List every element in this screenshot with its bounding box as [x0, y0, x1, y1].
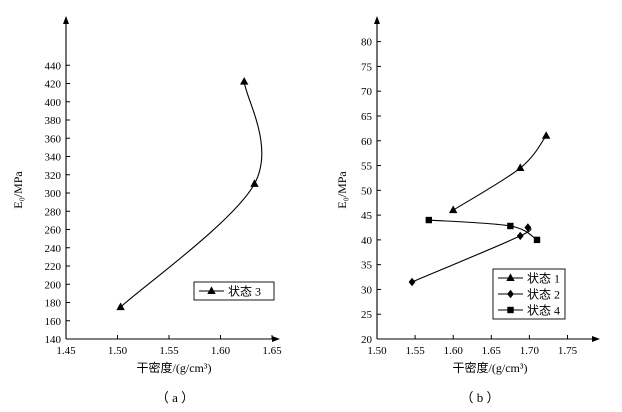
panel-b-y-axis-title: E₀/MPa	[335, 171, 349, 209]
panel-b-legend-marker	[507, 306, 514, 314]
panel-b-series-2-point	[516, 231, 524, 241]
panel-b-y-tick-label: 40	[361, 235, 373, 247]
panel-b-y-axis-arrow	[374, 16, 380, 24]
panel-b-legend-label: 状态 4	[527, 304, 560, 318]
panel-a-y-tick-label: 200	[45, 279, 62, 291]
panel-a-y-tick-label: 160	[45, 316, 62, 328]
panel-b-x-tick-label: 1.60	[444, 345, 464, 357]
panel-a-y-axis-arrow	[63, 16, 69, 24]
panel-b-legend-marker	[507, 289, 514, 299]
panel-b-series-2-point	[524, 223, 532, 232]
panel-b-legend-label: 状态 2	[527, 288, 560, 302]
panel-b-x-tick-label: 1.70	[520, 345, 540, 357]
panel-b-x-tick-label: 1.65	[482, 345, 502, 357]
panel-a-y-tick-label: 140	[45, 334, 62, 346]
panel-b-x-tick-label: 1.50	[367, 345, 387, 357]
panel-a-y-tick-label: 180	[45, 298, 62, 310]
panel-a-x-tick-label: 1.60	[211, 345, 231, 357]
panel-b-y-tick-label: 60	[361, 136, 373, 148]
panel-a-y-tick-label: 300	[45, 188, 62, 200]
panel-b-y-tick-label: 20	[361, 334, 373, 346]
panel-a-y-tick-label: 240	[45, 243, 62, 255]
panel-b-series-1-point	[449, 205, 458, 214]
panel-b-series-3-point	[533, 236, 541, 244]
panel-b-x-axis-arrow	[592, 336, 600, 342]
panel-a-x-tick-label: 1.50	[108, 345, 128, 357]
panel-a-y-tick-label: 440	[45, 60, 62, 72]
panel-b-series-3-point	[425, 216, 433, 224]
panel-b-x-axis-title: 干密度/(g/cm³)	[453, 360, 528, 375]
panel-a-series-1-point	[116, 302, 125, 311]
panel-a-chart: 干密度/(g/cm³) E₀/MPa （ a ） 1.45 1.50 1.55 1.6…	[11, 16, 282, 405]
panel-b-y-tick-label: 65	[361, 111, 373, 123]
panel-b-y-tick-label: 30	[361, 284, 373, 296]
panel-b-legend-label: 状态 1	[527, 272, 560, 286]
panel-a-y-axis-title: E₀/MPa	[11, 171, 25, 209]
panel-b-series-1-line	[452, 135, 547, 211]
panel-a-y-tick-label: 220	[45, 261, 62, 273]
panel-a-y-tick-label: 400	[45, 97, 62, 109]
panel-b-label: （ b ）	[460, 390, 499, 405]
panel-a-y-tick-label: 380	[45, 115, 62, 127]
panel-b-series-1-point	[516, 163, 525, 172]
panel-a-x-tick-label: 1.55	[159, 345, 179, 357]
panel-a-x-tick-label: 1.65	[262, 345, 282, 357]
panel-b-x-tick-label: 1.75	[558, 345, 578, 357]
panel-b-y-tick-label: 35	[361, 260, 373, 272]
panel-b-y-tick-label: 45	[361, 210, 373, 222]
panel-a-legend-marker	[207, 286, 216, 294]
panel-b-x-tick-label: 1.55	[405, 345, 425, 357]
panel-a-legend-label: 状态 3	[228, 285, 261, 299]
panel-a-y-tick-label: 260	[45, 225, 62, 237]
panel-b-legend-marker	[506, 273, 515, 281]
panel-b-y-tick-label: 25	[361, 309, 373, 321]
panel-b-y-tick-label: 80	[361, 37, 373, 49]
panel-b-series-3-point	[507, 222, 514, 230]
panel-b-chart: 干密度/(g/cm³) E₀/MPa （ b ） 1.50 1.55 1.60 1.6…	[335, 16, 600, 405]
panel-a-x-axis-title: 干密度/(g/cm³)	[137, 360, 212, 375]
panel-a-y-tick-label: 420	[45, 79, 62, 91]
panel-a-series-1-line	[120, 81, 263, 308]
panel-a-y-tick-label: 360	[45, 133, 62, 145]
panel-a-label: （ a ）	[156, 390, 194, 405]
panel-a-x-tick-label: 1.45	[56, 345, 76, 357]
panel-a-y-tick-label: 280	[45, 206, 62, 218]
panel-b-y-tick-label: 50	[361, 185, 373, 197]
panel-b-y-tick-label: 55	[361, 161, 373, 173]
panel-a-series-1-point	[239, 77, 249, 85]
panel-a-series-1-point	[250, 179, 259, 187]
panel-a-legend	[193, 281, 275, 301]
panel-a-y-tick-label: 340	[45, 152, 62, 164]
panel-b-series-1-point	[541, 131, 551, 139]
panel-b-y-tick-label: 70	[361, 86, 373, 98]
panel-b-series-2-point	[408, 277, 416, 287]
panel-a-x-axis-arrow	[272, 336, 280, 342]
panel-a-y-tick-label: 320	[45, 170, 62, 182]
panel-b-y-tick-label: 75	[361, 61, 373, 73]
